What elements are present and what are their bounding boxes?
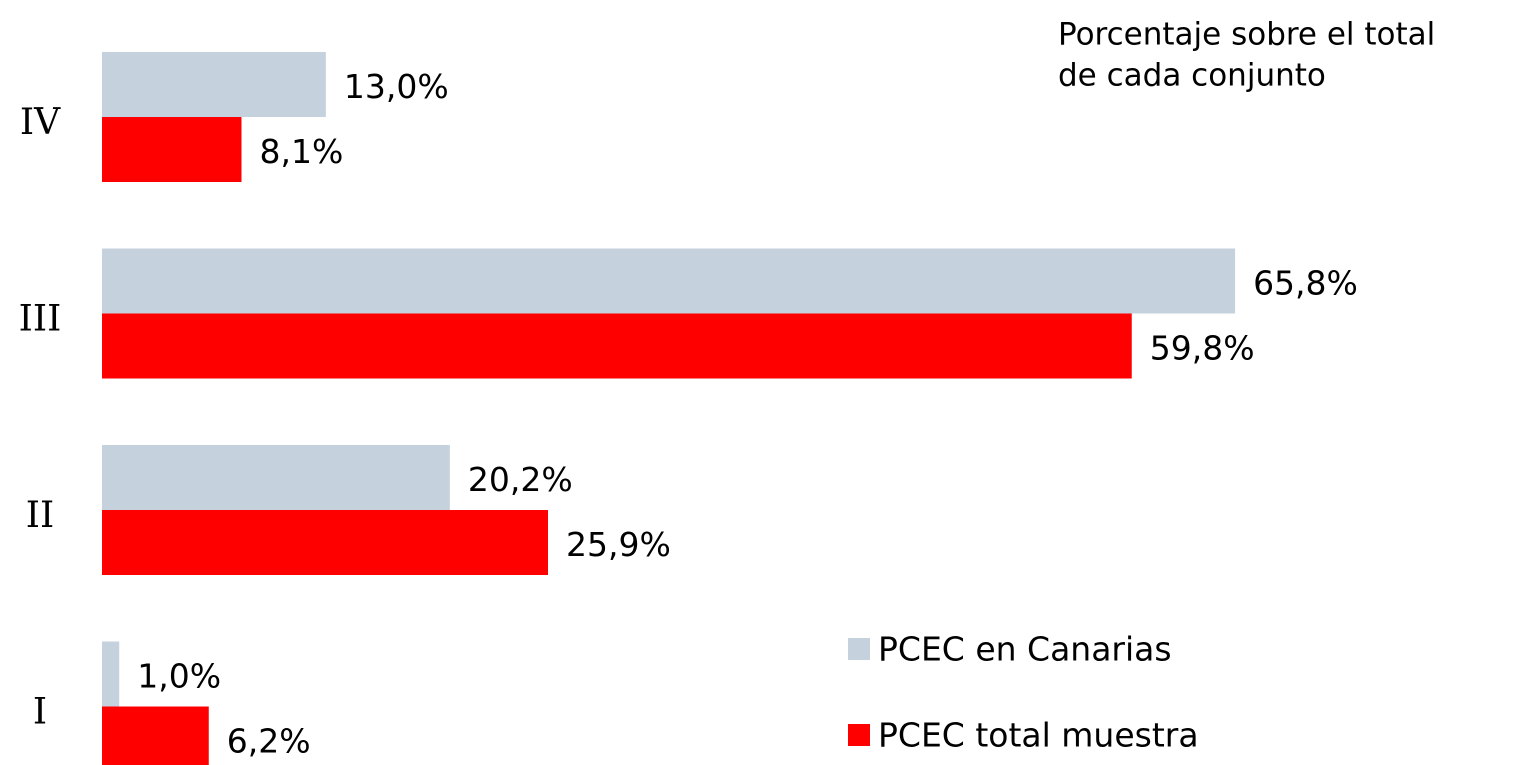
value-label: 6,2% xyxy=(227,722,311,761)
category-label: III xyxy=(19,299,62,340)
chart-title: de cada conjunto xyxy=(1058,58,1326,94)
value-label: 59,8% xyxy=(1150,329,1255,368)
value-label: 8,1% xyxy=(259,132,343,171)
bar xyxy=(102,248,1236,314)
bar xyxy=(102,117,242,182)
category-label: I xyxy=(33,692,47,733)
legend-swatch xyxy=(848,638,870,660)
category-label: II xyxy=(26,495,54,536)
bar xyxy=(102,641,120,707)
bar xyxy=(102,52,326,117)
category-label: IV xyxy=(20,102,61,143)
value-label: 25,9% xyxy=(566,525,671,564)
bar xyxy=(102,706,209,765)
legend-swatch xyxy=(848,724,870,746)
legend-label: PCEC total muestra xyxy=(878,716,1199,755)
value-label: 20,2% xyxy=(468,460,573,499)
bar xyxy=(102,510,548,575)
bar xyxy=(102,445,450,510)
bar xyxy=(102,313,1132,379)
legend-label: PCEC en Canarias xyxy=(878,630,1172,669)
value-label: 13,0% xyxy=(344,67,449,106)
value-label: 1,0% xyxy=(137,657,221,696)
chart-title: Porcentaje sobre el total xyxy=(1058,17,1435,53)
value-label: 65,8% xyxy=(1253,264,1358,303)
